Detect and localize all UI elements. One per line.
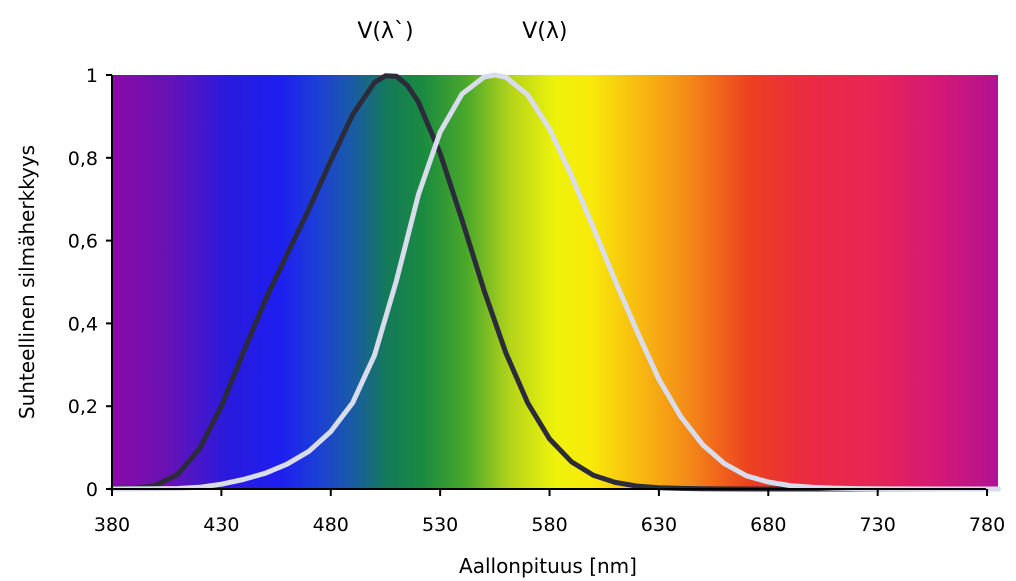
y-axis-title: Suhteellinen silmäherkkyys — [15, 145, 39, 419]
x-tick-label: 380 — [94, 514, 130, 536]
y-tick-label: 1 — [86, 65, 98, 87]
x-tick-label: 530 — [422, 514, 458, 536]
x-tick-label: 780 — [969, 514, 1005, 536]
y-tick-label: 0,2 — [68, 396, 98, 418]
x-tick-label: 630 — [641, 514, 677, 536]
x-tick-label: 730 — [860, 514, 896, 536]
x-tick-label: 480 — [313, 514, 349, 536]
y-tick-label: 0,6 — [68, 231, 98, 253]
y-tick-label: 0,4 — [68, 313, 98, 335]
v-lambda-scotopic-label: V(λ`) — [357, 19, 413, 44]
x-tick-label: 580 — [531, 514, 567, 536]
x-tick-label: 680 — [750, 514, 786, 536]
x-axis-title: Aallonpituus [nm] — [459, 554, 637, 578]
y-tick-label: 0 — [86, 479, 98, 501]
x-tick-label: 430 — [203, 514, 239, 536]
y-tick-label: 0,8 — [68, 148, 98, 170]
v-lambda-photopic-line — [109, 72, 1001, 492]
v-lambda-photopic-label: V(λ) — [522, 19, 567, 44]
